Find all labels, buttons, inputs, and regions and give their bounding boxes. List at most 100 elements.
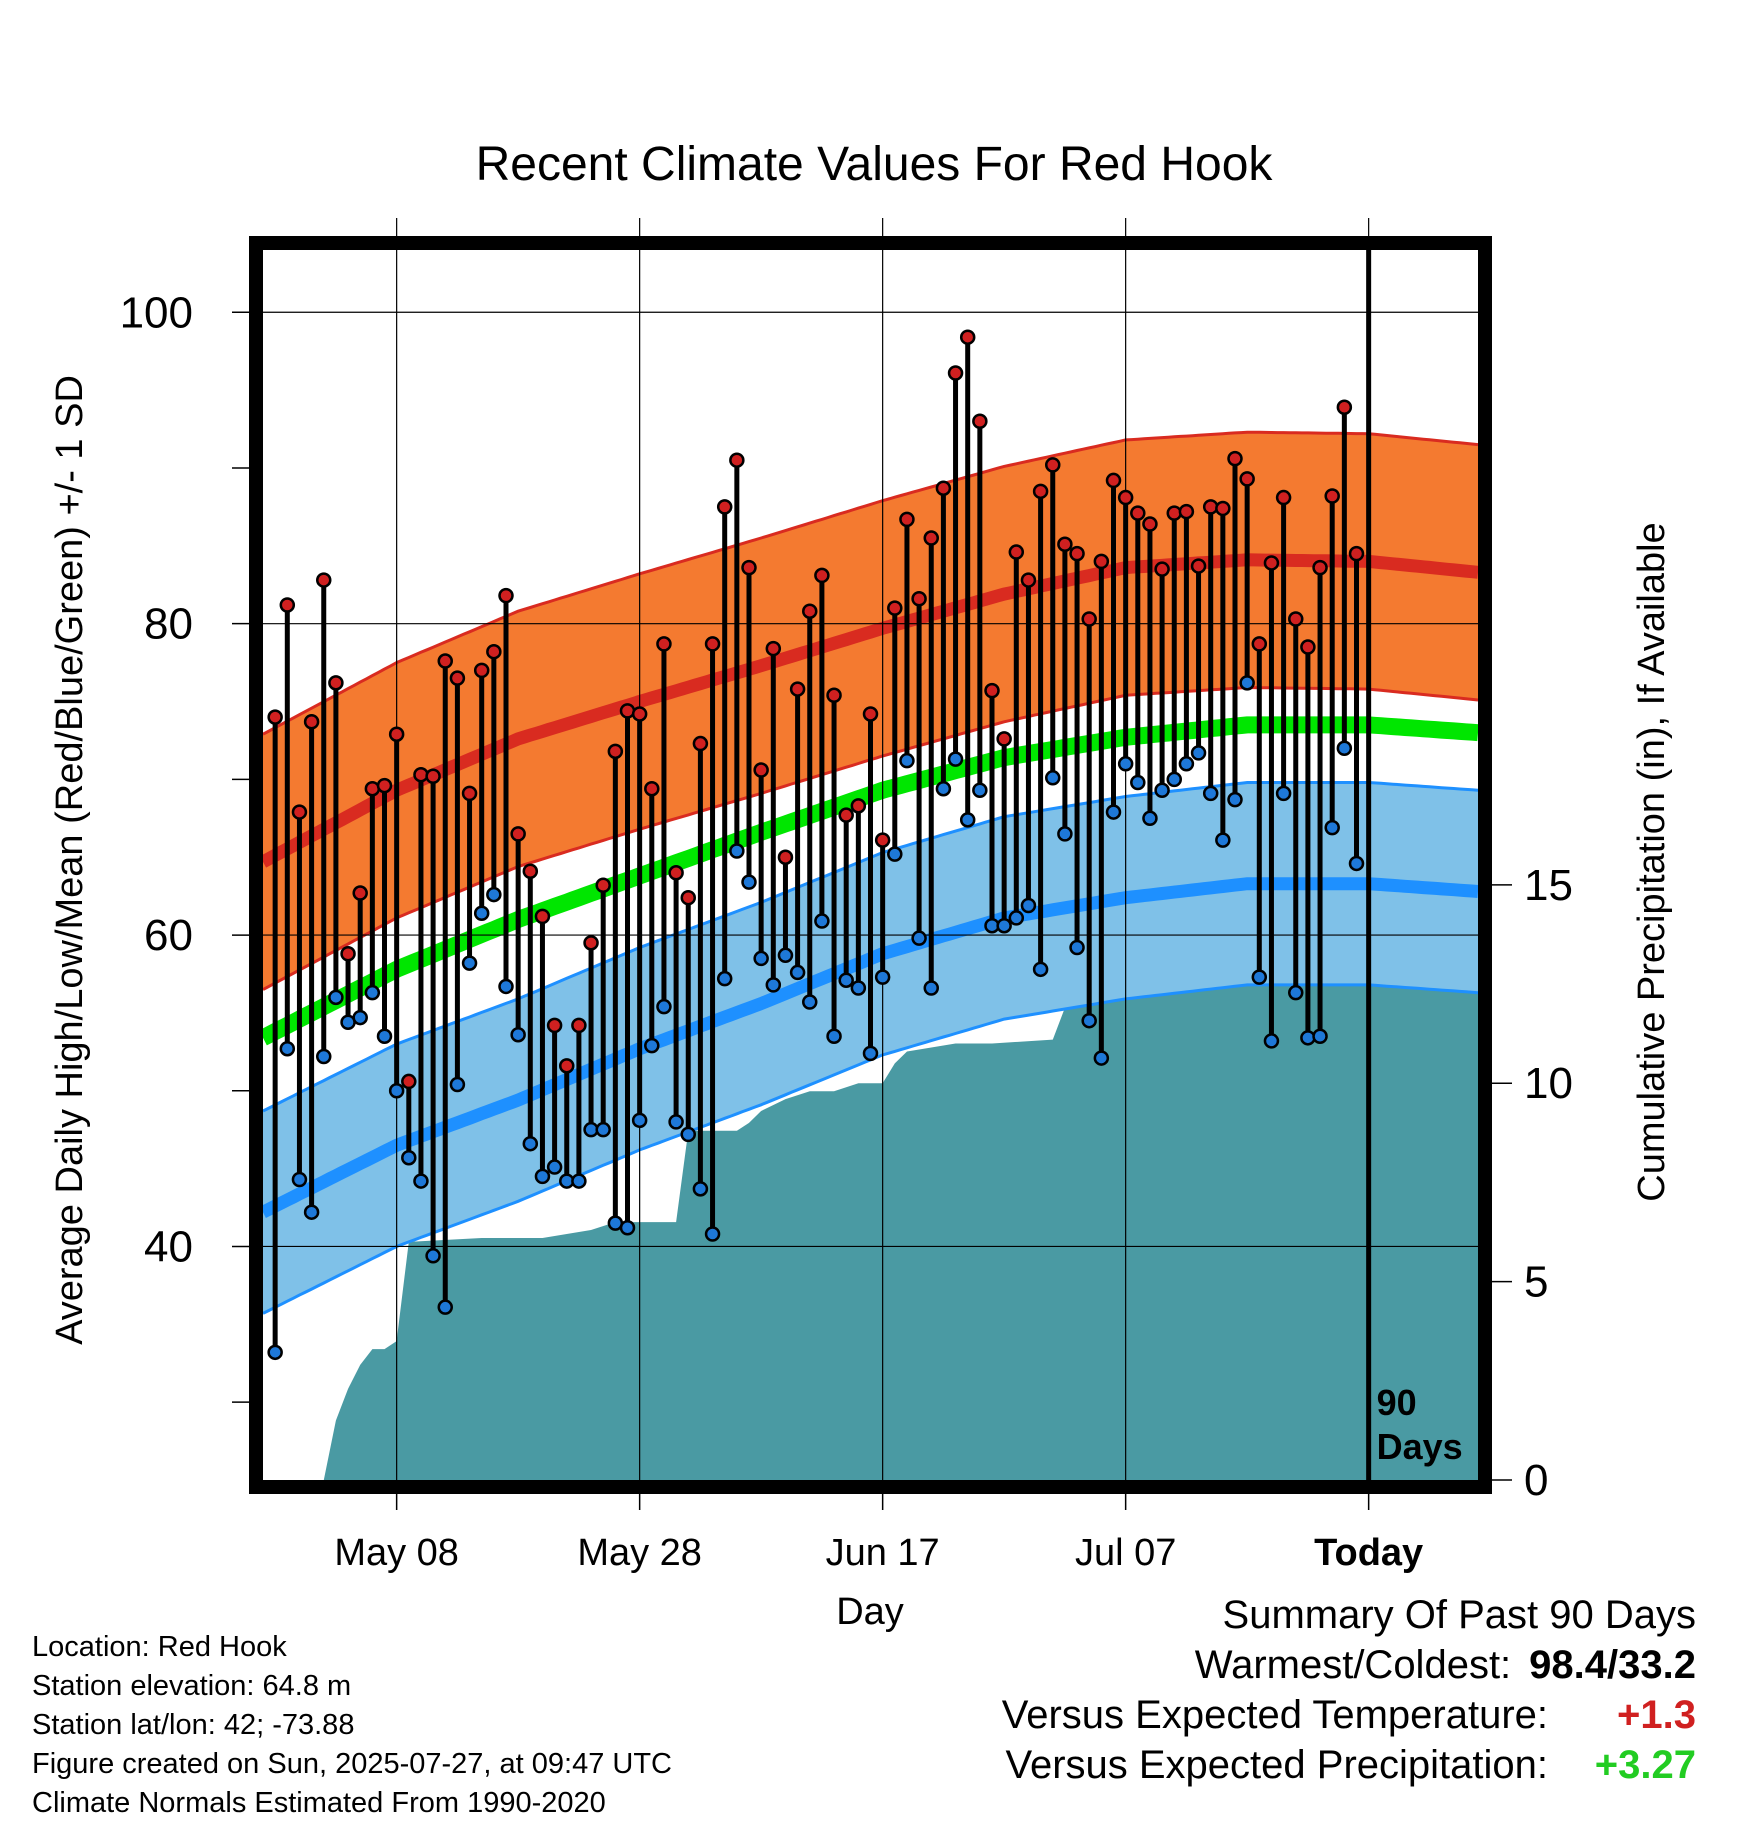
summary-temp: Versus Expected Temperature: +1.3 [1002,1690,1696,1740]
low-point [328,989,344,1006]
high-point [1117,489,1134,506]
station-info: Location: Red Hook Station elevation: 64… [32,1628,672,1823]
high-point [279,597,296,613]
high-point [376,777,393,794]
low-point [899,752,915,769]
high-point [546,1017,563,1034]
high-point [498,587,514,604]
daily-points [267,329,1365,1361]
low-point [364,984,381,1001]
low-point [777,947,794,964]
high-point [316,572,332,588]
high-point [413,766,429,783]
low-point [303,1204,320,1220]
low-point [352,1009,368,1026]
high-point [1057,536,1073,553]
high-point [1190,558,1207,574]
high-point [1215,500,1231,517]
high-point [510,826,526,842]
low-point [789,964,806,981]
low-point [1045,770,1061,786]
low-point [522,1135,539,1152]
precip-area [323,896,1478,1480]
precipitation-area [323,896,1478,1480]
high-point [1166,505,1182,521]
high-point [1020,572,1037,588]
high-point [303,714,320,730]
high-point [1251,636,1268,652]
low-point [874,969,891,985]
chart-title: Recent Climate Values For Red Hook [476,138,1274,191]
high-band-upper-edge [262,430,1479,736]
frame-border [249,236,1492,1494]
high-point [534,908,551,925]
low-point [1142,810,1158,827]
plot-frame [249,236,1492,1494]
high-point [1300,639,1316,655]
low-point [972,782,988,799]
high-point [887,600,903,616]
low-point [1300,1030,1316,1046]
high-point [595,877,611,893]
low-point [1093,1050,1110,1066]
low-point [1251,969,1268,985]
high-point [1008,544,1025,560]
precip-label: Versus Expected Precipitation: [1005,1743,1548,1787]
high-point [1142,516,1158,532]
summary-warm-cold: Warmest/Coldest: 98.4/33.2 [1002,1640,1696,1690]
high-point [425,768,441,785]
high-point [802,603,818,619]
high-point [1093,553,1110,570]
low-point [887,846,903,862]
high-point [1348,545,1365,562]
low-point [1154,782,1170,799]
y2-tick-label: 15 [1524,861,1573,910]
low-point [510,1026,526,1043]
low-point [850,980,867,996]
elevation-text: Station elevation: 64.8 m [32,1670,352,1702]
x-axis-label: Day [836,1591,904,1633]
high-point [777,849,794,865]
low-point [1324,819,1340,836]
today-annotation: Days [1377,1426,1463,1467]
high-point [473,662,490,679]
low-point [656,998,672,1015]
high-point [680,889,696,906]
low-point [1057,826,1073,842]
summary-precip: Versus Expected Precipitation: +3.27 [1002,1740,1696,1790]
low-point [1069,939,1085,956]
low-point [1202,785,1219,802]
high-point [1324,488,1340,504]
high-point [461,785,478,802]
high-point [656,636,672,652]
low-point [267,1344,283,1361]
location-text: Location: Red Hook [32,1631,287,1663]
low-point [680,1126,696,1143]
normals-text: Climate Normals Estimated From 1990-2020 [32,1787,606,1819]
high-point [765,640,782,657]
high-point [668,865,684,881]
high-point [401,1073,417,1090]
summary-title: Summary Of Past 90 Days [1222,1593,1696,1637]
high-point [1081,611,1097,627]
low-point [631,1112,648,1129]
high-point [644,780,660,797]
y2-tick-label: 5 [1524,1258,1548,1307]
high-point [1275,489,1292,506]
low-point [376,1028,393,1045]
high-point [959,329,976,345]
low-point [862,1045,879,1062]
low-point [1275,785,1292,802]
high-point [522,863,539,879]
low-point [935,780,952,797]
created-text: Figure created on Sun, 2025-07-27, at 09… [32,1748,672,1780]
low-point [1020,897,1037,914]
low-point [473,905,490,922]
high-point [1105,472,1122,489]
y-tick-label: 80 [144,600,193,649]
high-point [741,559,757,576]
low-point [716,970,733,987]
low-point [534,1168,551,1185]
high-point [340,945,356,962]
